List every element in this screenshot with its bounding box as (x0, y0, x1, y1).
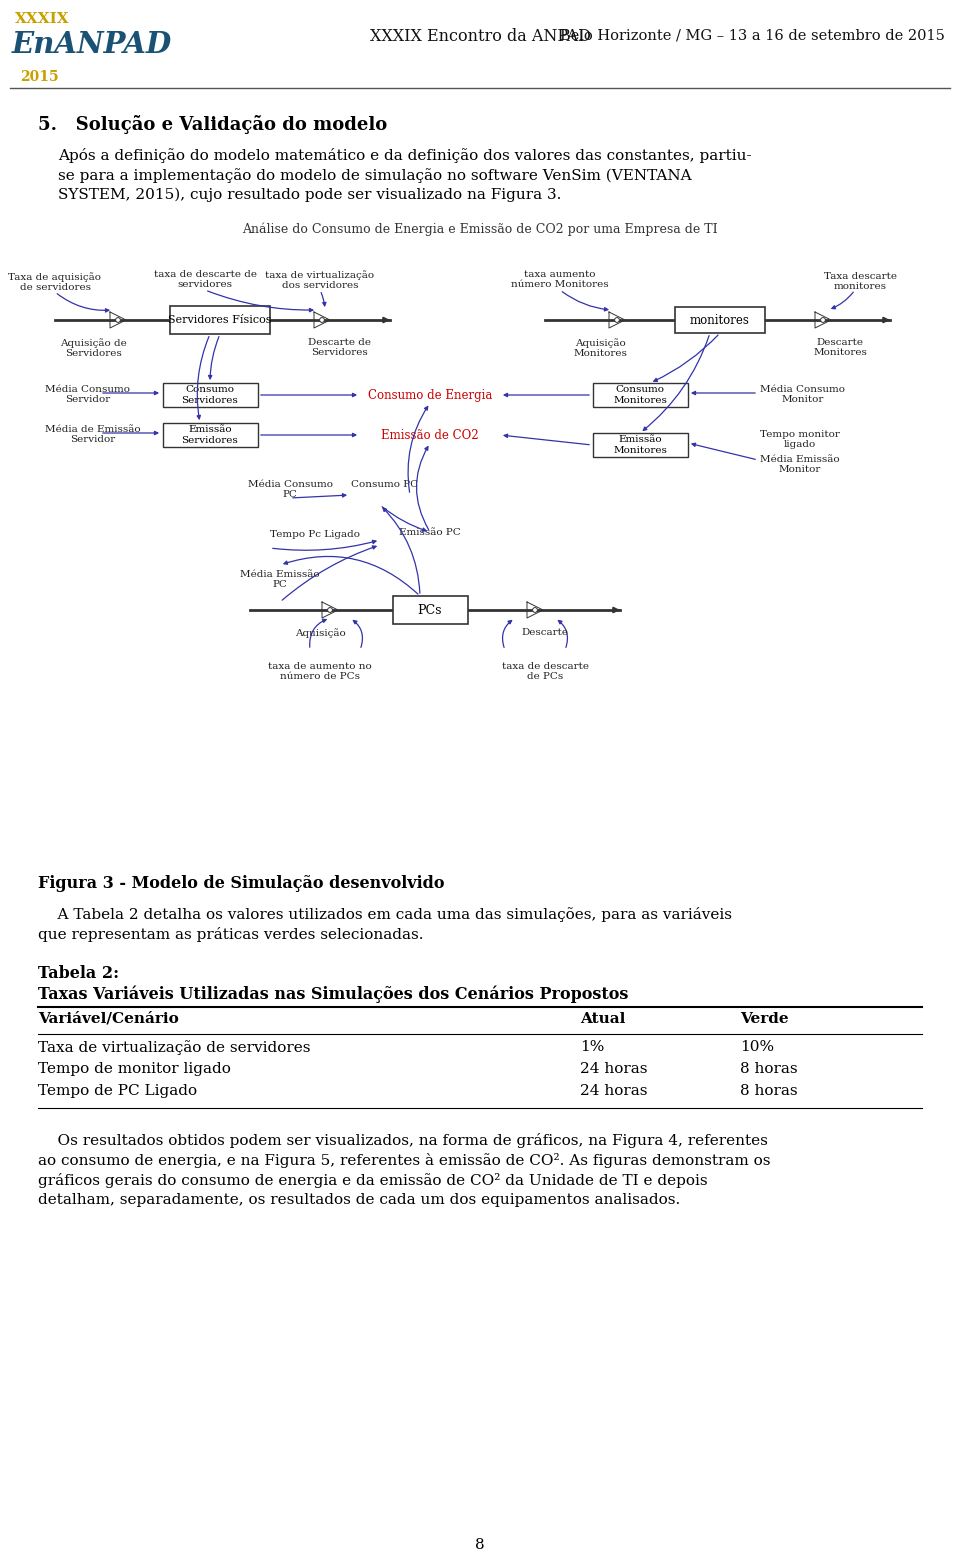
Text: Emissão PC: Emissão PC (399, 528, 461, 537)
Circle shape (614, 318, 619, 322)
Bar (675, 307, 765, 333)
Bar (592, 383, 687, 406)
Text: Atual: Atual (580, 1012, 625, 1026)
Text: 8: 8 (475, 1538, 485, 1552)
Circle shape (533, 607, 538, 612)
Text: Descarte
Monitores: Descarte Monitores (813, 338, 867, 358)
Text: Consumo PC: Consumo PC (351, 480, 419, 489)
Text: 1%: 1% (580, 1040, 605, 1054)
Text: se para a implementação do modelo de simulação no software VenSim (VENTANA: se para a implementação do modelo de sim… (58, 168, 691, 182)
Text: Os resultados obtidos podem ser visualizados, na forma de gráficos, na Figura 4,: Os resultados obtidos podem ser visualiz… (38, 1133, 768, 1148)
Bar (162, 383, 257, 406)
Text: Figura 3 - Modelo de Simulação desenvolvido: Figura 3 - Modelo de Simulação desenvolv… (38, 875, 444, 892)
Text: 8 horas: 8 horas (740, 1084, 798, 1098)
Text: Média Consumo
Monitor: Média Consumo Monitor (760, 385, 845, 405)
Text: A Tabela 2 detalha os valores utilizados em cada uma das simulações, para as var: A Tabela 2 detalha os valores utilizados… (38, 908, 732, 922)
Text: SYSTEM, 2015), cujo resultado pode ser visualizado na Figura 3.: SYSTEM, 2015), cujo resultado pode ser v… (58, 188, 562, 202)
Text: 8 horas: 8 horas (740, 1062, 798, 1076)
Text: Consumo
Monitores: Consumo Monitores (613, 385, 667, 405)
Text: 5.   Solução e Validação do modelo: 5. Solução e Validação do modelo (38, 115, 387, 134)
Text: Média de Emissão
Servidor: Média de Emissão Servidor (45, 425, 140, 444)
Text: taxa aumento
número Monitores: taxa aumento número Monitores (511, 269, 609, 290)
Text: Média Emissão
PC: Média Emissão PC (240, 570, 320, 590)
Bar (170, 307, 270, 335)
Text: Média Emissão
Monitor: Média Emissão Monitor (760, 455, 840, 475)
Circle shape (115, 318, 120, 322)
Text: Análise do Consumo de Energia e Emissão de CO2 por uma Empresa de TI: Análise do Consumo de Energia e Emissão … (242, 223, 718, 235)
Text: Taxa descarte
monitores: Taxa descarte monitores (824, 272, 897, 291)
Text: monitores: monitores (690, 313, 750, 327)
Text: ao consumo de energia, e na Figura 5, referentes à emissão de CO². As figuras de: ao consumo de energia, e na Figura 5, re… (38, 1154, 771, 1168)
Text: 24 horas: 24 horas (580, 1084, 647, 1098)
Text: XXXIX Encontro da ANPAD: XXXIX Encontro da ANPAD (370, 28, 590, 45)
Text: XXXIX: XXXIX (15, 12, 70, 26)
Bar (393, 596, 468, 624)
Text: Servidores Físicos: Servidores Físicos (168, 315, 272, 325)
Circle shape (320, 318, 324, 322)
Text: Aquisição de
Servidores: Aquisição de Servidores (60, 338, 127, 358)
Text: detalham, separadamente, os resultados de cada um dos equipamentos analisados.: detalham, separadamente, os resultados d… (38, 1193, 681, 1207)
Text: Descarte: Descarte (521, 627, 568, 637)
Text: Tempo Pc Ligado: Tempo Pc Ligado (270, 529, 360, 539)
Text: Taxa de virtualização de servidores: Taxa de virtualização de servidores (38, 1040, 310, 1056)
Text: Emissão
Monitores: Emissão Monitores (613, 436, 667, 455)
Text: Taxas Variáveis Utilizadas nas Simulações dos Cenários Propostos: Taxas Variáveis Utilizadas nas Simulaçõe… (38, 986, 629, 1003)
Text: taxa de virtualização
dos servidores: taxa de virtualização dos servidores (265, 269, 374, 290)
Text: taxa de descarte
de PCs: taxa de descarte de PCs (501, 662, 588, 682)
Text: EnANPAD: EnANPAD (12, 30, 172, 59)
Text: que representam as práticas verdes selecionadas.: que representam as práticas verdes selec… (38, 926, 423, 942)
Text: Tempo monitor
ligado: Tempo monitor ligado (760, 430, 840, 450)
Circle shape (327, 607, 332, 612)
Text: taxa de descarte de
servidores: taxa de descarte de servidores (154, 269, 256, 290)
Text: Emissão de CO2: Emissão de CO2 (381, 428, 479, 442)
Text: Tempo de monitor ligado: Tempo de monitor ligado (38, 1062, 230, 1076)
Text: 24 horas: 24 horas (580, 1062, 647, 1076)
Text: Média Consumo
PC: Média Consumo PC (248, 480, 332, 500)
Text: Média Consumo
Servidor: Média Consumo Servidor (45, 385, 130, 405)
Bar (592, 433, 687, 458)
Circle shape (821, 318, 826, 322)
Text: Tempo de PC Ligado: Tempo de PC Ligado (38, 1084, 197, 1098)
Text: Tabela 2:: Tabela 2: (38, 965, 119, 982)
Text: Taxa de aquisição
de servidores: Taxa de aquisição de servidores (9, 272, 102, 293)
Text: 2015: 2015 (20, 70, 59, 84)
Text: Aquisição
Monitores: Aquisição Monitores (573, 338, 627, 358)
Bar (162, 424, 257, 447)
Text: Descarte de
Servidores: Descarte de Servidores (308, 338, 372, 358)
Text: Verde: Verde (740, 1012, 788, 1026)
Text: Emissão
Servidores: Emissão Servidores (181, 425, 238, 445)
Text: Consumo
Servidores: Consumo Servidores (181, 385, 238, 405)
Text: gráficos gerais do consumo de energia e da emissão de CO² da Unidade de TI e dep: gráficos gerais do consumo de energia e … (38, 1172, 708, 1188)
Text: Variável/Cenário: Variável/Cenário (38, 1012, 179, 1026)
Text: PCs: PCs (418, 604, 443, 617)
Text: taxa de aumento no
número de PCs: taxa de aumento no número de PCs (268, 662, 372, 682)
Text: 10%: 10% (740, 1040, 774, 1054)
Text: Após a definição do modelo matemático e da definição dos valores das constantes,: Após a definição do modelo matemático e … (58, 148, 752, 163)
Text: Belo Horizonte / MG – 13 a 16 de setembro de 2015: Belo Horizonte / MG – 13 a 16 de setembr… (560, 28, 945, 42)
Text: Consumo de Energia: Consumo de Energia (368, 389, 492, 402)
Text: Aquisição: Aquisição (295, 627, 346, 638)
